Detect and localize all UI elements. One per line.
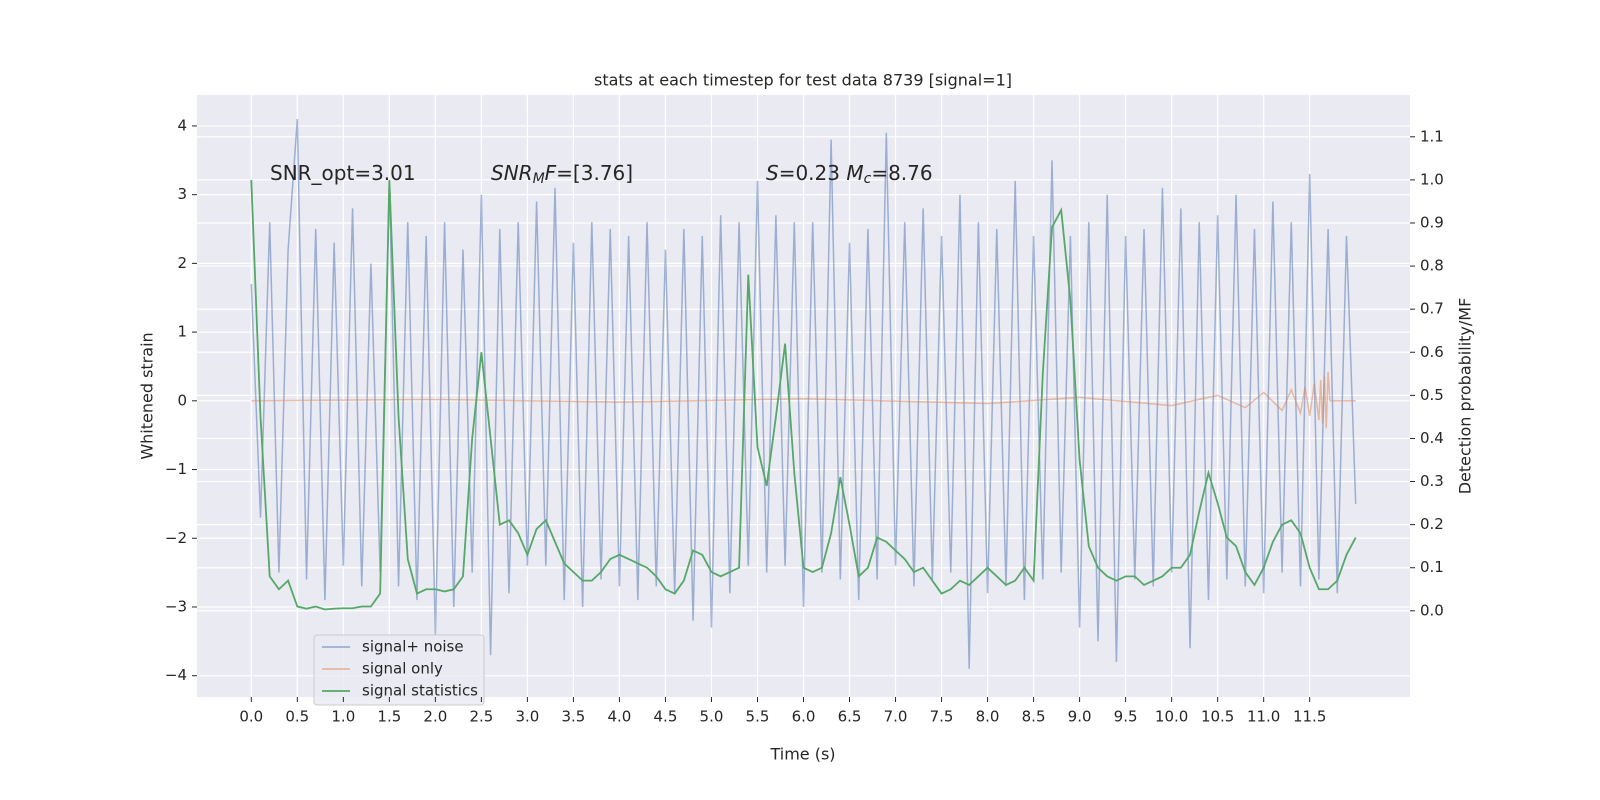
y2-tick-label: 0.7 (1420, 300, 1444, 318)
y2-tick-label: 0.1 (1420, 558, 1444, 576)
series-layer (250, 118, 1357, 669)
y2-tick-label: 0.5 (1420, 386, 1444, 404)
y-tick-label: −2 (165, 529, 187, 547)
legend-label: signal statistics (362, 682, 478, 700)
y-tick-label: 3 (177, 185, 187, 203)
y-tick-label: −4 (165, 666, 187, 684)
series-line (251, 371, 1356, 429)
y-tick-label: 1 (177, 323, 187, 341)
y2-tick-label: 0.3 (1420, 472, 1444, 490)
chart-title: stats at each timestep for test data 873… (594, 71, 1012, 90)
legend-label: signal only (362, 660, 443, 678)
y-axis-label: Whitened strain (138, 332, 157, 459)
y-tick-label: 4 (177, 116, 187, 134)
x-tick-label: 11.5 (1293, 708, 1326, 726)
legend-box (313, 634, 485, 706)
annotation-part: F (545, 161, 557, 185)
x-tick-label: 9.0 (1068, 708, 1092, 726)
x-tick-label: 3.5 (561, 708, 585, 726)
y-tick-label: 0 (177, 391, 187, 409)
x-tick-label: 11.0 (1247, 708, 1280, 726)
x-tick-label: 0.0 (239, 708, 263, 726)
x-tick-label: 0.5 (285, 708, 309, 726)
y-tick-label: 2 (177, 254, 187, 272)
x-tick-label: 7.0 (884, 708, 908, 726)
x-tick-label: 2.0 (423, 708, 447, 726)
annotation-part: M (846, 161, 863, 185)
x-tick-label: 10.5 (1201, 708, 1234, 726)
y2-axis-label: Detection probability/MF (1456, 298, 1475, 495)
x-tick-label: 4.5 (654, 708, 678, 726)
annotations: SNR_opt=3.01 SNRMF=[3.76] S=0.23 Mc=8.76 (270, 161, 933, 188)
x-tick-label: 6.5 (838, 708, 862, 726)
legend-label: signal+ noise (362, 638, 464, 656)
annotation-part: SNR_opt=3.01 (270, 161, 416, 185)
x-tick-label: 1.5 (377, 708, 401, 726)
y2-tick-label: 0.8 (1420, 257, 1444, 275)
annotation: SNR_opt=3.01 (270, 161, 416, 185)
x-tick-label: 4.0 (608, 708, 632, 726)
series-line (250, 118, 1357, 669)
legend: signal+ noise signal only signal statistic… (313, 634, 485, 706)
x-tick-label: 2.5 (469, 708, 493, 726)
x-axis-label: Time (s) (769, 745, 835, 764)
annotation-part: S (766, 161, 779, 185)
x-tick-label: 6.0 (792, 708, 816, 726)
annotation-part: SNR (491, 161, 533, 185)
y2-tick-label: 0.9 (1420, 213, 1444, 231)
x-tick-label: 5.5 (746, 708, 770, 726)
x-tick-label: 3.0 (515, 708, 539, 726)
annotation-part: =0.23 (779, 161, 847, 185)
annotation-part: =8.76 (871, 161, 932, 185)
annotation-part: M (533, 171, 545, 187)
y2-tick-label: 1.0 (1420, 170, 1444, 188)
series-line (250, 179, 1357, 611)
x-tick-label: 10.0 (1155, 708, 1188, 726)
x-tick-label: 8.0 (976, 708, 1000, 726)
annotation-part: c (864, 171, 872, 187)
annotation: SNRMF=[3.76] (491, 161, 633, 188)
x-tick-label: 5.0 (700, 708, 724, 726)
x-tick-label: 8.5 (1022, 708, 1046, 726)
y2-tick-label: 0.6 (1420, 343, 1444, 361)
y2-tick-label: 1.1 (1420, 127, 1444, 145)
y2-tick-label: 0.0 (1420, 601, 1444, 619)
y-tick-label: −1 (165, 460, 187, 478)
x-tick-label: 7.5 (930, 708, 954, 726)
x-tick-label: 9.5 (1114, 708, 1138, 726)
annotation: S=0.23 Mc=8.76 (766, 161, 933, 188)
annotation-part: =[3.76] (556, 161, 633, 185)
x-tick-label: 1.0 (331, 708, 355, 726)
y-tick-label: −3 (165, 597, 187, 615)
y2-tick-label: 0.2 (1420, 515, 1444, 533)
y2-tick-label: 0.4 (1420, 429, 1444, 447)
